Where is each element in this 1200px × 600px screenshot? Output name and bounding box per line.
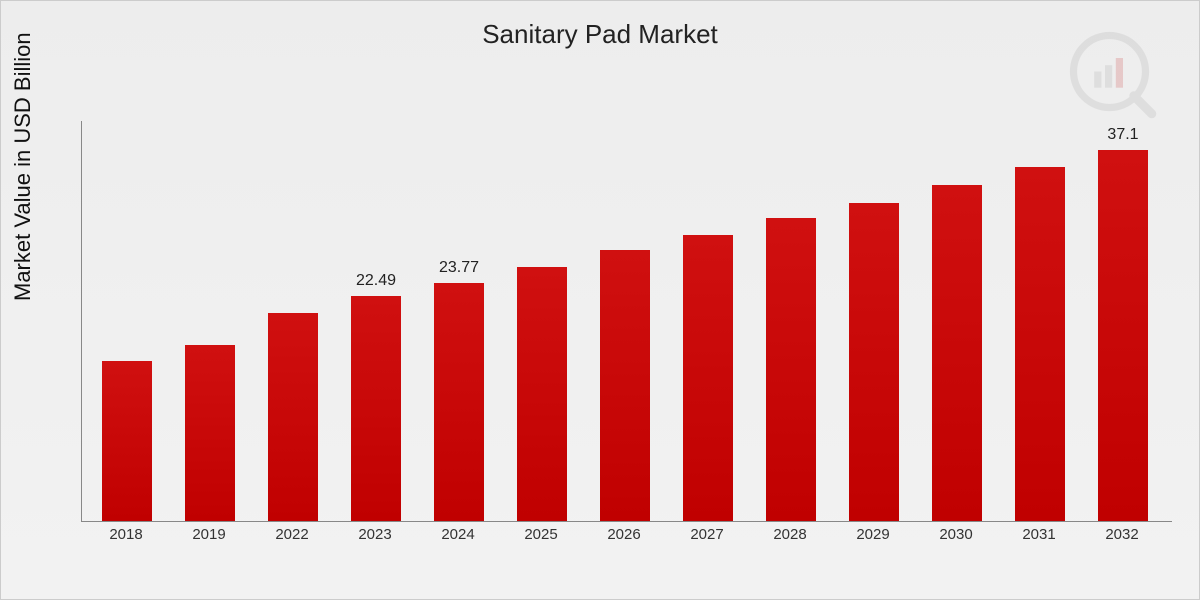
bar-slot: 37.1 — [1098, 121, 1148, 521]
bar-slot — [849, 121, 899, 521]
bar — [434, 283, 484, 521]
x-axis-labels: 2018 2019 2022 2023 2024 2025 2026 2027 2028 2029… — [81, 526, 1171, 556]
bar-value-label: 23.77 — [439, 259, 479, 277]
x-tick-label: 2024 — [441, 526, 474, 543]
x-tick-label: 2031 — [1022, 526, 1055, 543]
bar — [517, 267, 567, 521]
bar-value-label: 37.1 — [1107, 126, 1138, 144]
bar-slot — [185, 121, 235, 521]
chart-container: Sanitary Pad Market Market Value in USD … — [0, 0, 1200, 600]
bar-slot — [766, 121, 816, 521]
bar-slot — [102, 121, 152, 521]
bar — [766, 218, 816, 521]
x-tick-label: 2032 — [1105, 526, 1138, 543]
bar — [932, 185, 982, 521]
bar — [268, 313, 318, 521]
x-tick-label: 2019 — [192, 526, 225, 543]
bar-slot — [932, 121, 982, 521]
bar — [1098, 150, 1148, 521]
x-tick-label: 2028 — [773, 526, 806, 543]
x-tick-label: 2023 — [358, 526, 391, 543]
chart-title: Sanitary Pad Market — [1, 19, 1199, 50]
bar-slot — [683, 121, 733, 521]
x-tick-label: 2025 — [524, 526, 557, 543]
bar — [1015, 167, 1065, 521]
x-tick-label: 2026 — [607, 526, 640, 543]
bar — [849, 203, 899, 521]
bar-slot: 22.49 — [351, 121, 401, 521]
bar-slot — [600, 121, 650, 521]
x-tick-label: 2018 — [109, 526, 142, 543]
bar — [351, 296, 401, 521]
x-tick-label: 2029 — [856, 526, 889, 543]
watermark-logo — [1069, 31, 1159, 121]
bar — [185, 345, 235, 521]
bar-slot — [268, 121, 318, 521]
bar-value-label: 22.49 — [356, 272, 396, 290]
bar — [102, 361, 152, 521]
bar — [683, 235, 733, 521]
bar-slot: 23.77 — [434, 121, 484, 521]
bar-slot — [517, 121, 567, 521]
market-research-icon — [1069, 31, 1159, 121]
bar — [600, 250, 650, 521]
x-tick-label: 2030 — [939, 526, 972, 543]
x-tick-label: 2022 — [275, 526, 308, 543]
plot-area: 22.49 23.77 37.1 — [81, 121, 1172, 522]
y-axis-label: Market Value in USD Billion — [10, 32, 36, 301]
x-tick-label: 2027 — [690, 526, 723, 543]
bar-slot — [1015, 121, 1065, 521]
